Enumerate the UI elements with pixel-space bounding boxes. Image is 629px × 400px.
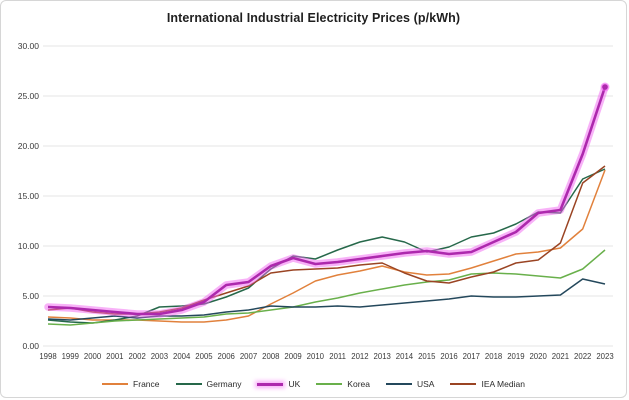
y-tick-label: 15.00	[18, 191, 40, 201]
legend-label-iea-median: IEA Median	[481, 379, 525, 389]
series-endpoint-uk	[602, 84, 608, 90]
legend-label-germany: Germany	[206, 379, 242, 389]
x-tick-label: 2009	[284, 352, 301, 361]
series-line-korea	[47, 249, 606, 326]
series-glow-uk	[44, 83, 609, 318]
x-tick-label: 2015	[418, 352, 436, 361]
legend-swatch-france	[102, 383, 129, 385]
legend-swatch-usa	[385, 383, 412, 385]
x-tick-label: 2021	[552, 352, 569, 361]
x-tick-label: 2007	[240, 352, 257, 361]
y-tick-label: 25.00	[18, 91, 40, 101]
x-tick-label: 2017	[463, 352, 480, 361]
legend-item-iea-median: IEA Median	[450, 379, 525, 389]
x-tick-label: 2019	[507, 352, 524, 361]
legend-label-uk: UK	[288, 379, 301, 389]
legend-label-korea: Korea	[347, 379, 370, 389]
chart-title: International Industrial Electricity Pri…	[166, 11, 461, 25]
x-tick-label: 2005	[195, 352, 213, 361]
legend-swatch-iea-median	[450, 383, 477, 385]
legend-item-usa: USA	[385, 379, 435, 389]
x-tick-label: 2012	[351, 352, 368, 361]
x-tick-label: 2014	[396, 352, 414, 361]
x-tick-label: 2004	[173, 352, 191, 361]
legend-item-france: France	[102, 379, 160, 389]
x-tick-label: 2022	[574, 352, 591, 361]
x-tick-label: 2013	[374, 352, 391, 361]
legend-label-france: France	[133, 379, 160, 389]
x-tick-label: 2003	[151, 352, 168, 361]
x-tick-label: 2002	[128, 352, 145, 361]
x-tick-label: 1999	[62, 352, 79, 361]
y-tick-label: 0.00	[22, 341, 39, 351]
x-tick-label: 2008	[262, 352, 279, 361]
series-line-iea-median	[47, 165, 606, 315]
legend-label-usa: USA	[416, 379, 435, 389]
x-tick-label: 2020	[529, 352, 547, 361]
y-tick-label: 5.00	[22, 291, 39, 301]
legend-item-germany: Germany	[175, 379, 242, 389]
legend-item-uk: UK	[257, 379, 300, 389]
y-tick-label: 10.00	[18, 241, 40, 251]
y-tick-label: 20.00	[18, 141, 40, 151]
series-line-uk	[47, 86, 607, 316]
x-tick-label: 2011	[329, 352, 346, 361]
x-tick-label: 2023	[596, 352, 613, 361]
legend-swatch-germany	[175, 383, 202, 385]
legend-swatch-korea	[316, 383, 343, 385]
x-tick-label: 2010	[307, 352, 325, 361]
x-tick-label: 2018	[485, 352, 502, 361]
y-tick-label: 30.00	[18, 41, 40, 51]
x-tick-label: 2001	[106, 352, 123, 361]
chart-legend: France Germany UK Korea USA IEA Median	[1, 379, 626, 389]
x-tick-label: 2006	[218, 352, 235, 361]
x-tick-label: 2000	[84, 352, 102, 361]
legend-swatch-uk	[257, 382, 284, 386]
x-tick-label: 1998	[39, 352, 56, 361]
x-tick-label: 2016	[440, 352, 457, 361]
legend-item-korea: Korea	[316, 379, 370, 389]
